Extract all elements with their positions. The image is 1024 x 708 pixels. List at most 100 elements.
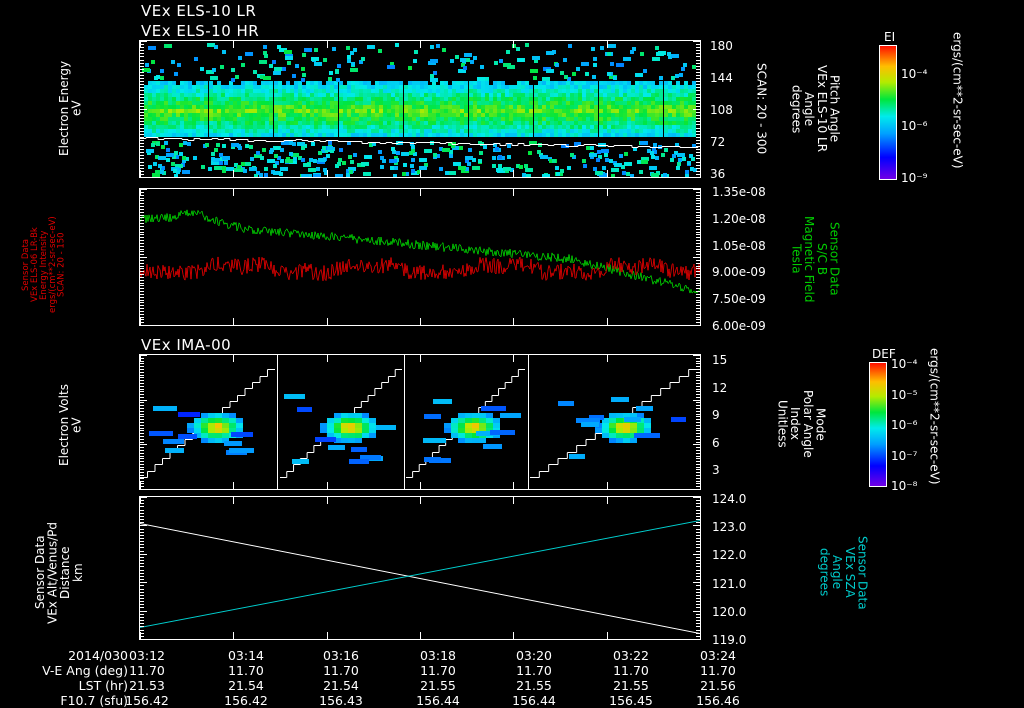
axis-tick — [327, 497, 328, 504]
axis-tick — [696, 416, 700, 417]
axis-tick — [140, 283, 144, 284]
axis-tick — [696, 146, 700, 147]
axis-tick — [693, 444, 700, 445]
axis-tick — [140, 209, 144, 210]
axis-tick — [140, 63, 144, 64]
axis-tick — [696, 503, 700, 504]
axis-tick — [140, 369, 144, 370]
axis-tick — [140, 397, 144, 398]
axis-tick — [140, 513, 144, 514]
axis-tick — [696, 319, 700, 320]
axis-tick — [696, 87, 700, 88]
def-colorbar-title: DEF — [872, 347, 896, 361]
axis-tick — [696, 137, 700, 138]
axis-tick — [140, 60, 144, 61]
axis-tick — [696, 66, 700, 67]
axis-tick — [696, 467, 700, 468]
panel3-right-axis-label: Mode Polar Angle Index Unitless — [775, 390, 828, 458]
panel3-spectrogram-canvas — [140, 355, 700, 489]
axis-tick — [696, 124, 700, 125]
axis-tick — [140, 72, 144, 73]
axis-tick — [607, 355, 608, 362]
axis-tick — [513, 355, 514, 362]
axis-tick — [696, 397, 700, 398]
footer-cell: 21.56 — [700, 678, 736, 693]
axis-tick — [696, 464, 700, 465]
axis-tick — [700, 355, 701, 362]
panel3-right-tick: 6 — [712, 435, 720, 450]
axis-tick — [696, 391, 700, 392]
axis-tick — [696, 483, 700, 484]
axis-tick — [140, 251, 144, 252]
axis-tick — [140, 402, 144, 403]
axis-tick — [696, 237, 700, 238]
def-colorbar-swatch — [869, 362, 887, 487]
axis-tick — [140, 131, 144, 132]
axis-tick — [696, 103, 700, 104]
axis-tick — [696, 394, 700, 395]
def-colorbar-tick: 10⁻⁸ — [891, 479, 918, 493]
axis-tick — [693, 257, 700, 258]
axis-tick — [696, 268, 700, 269]
panel1-title-hr: VEx ELS-10 HR — [141, 22, 260, 40]
axis-tick — [696, 171, 700, 172]
axis-tick — [696, 288, 700, 289]
axis-tick — [696, 302, 700, 303]
panel2-right-axis-label: Sensor Data S/C B Magnetic Field Tesla — [789, 215, 842, 303]
axis-tick — [140, 229, 144, 230]
axis-tick — [420, 41, 421, 48]
panel4-left-axis-label: Sensor Data VEx Alt/Venus/Pd Distance km — [33, 521, 85, 624]
def-colorbar-tick: 10⁻⁵ — [891, 387, 918, 402]
axis-tick — [696, 375, 700, 376]
axis-tick — [696, 481, 700, 482]
axis-tick — [696, 152, 700, 153]
axis-tick — [140, 220, 144, 221]
axis-tick — [140, 444, 147, 445]
axis-tick — [696, 254, 700, 255]
axis-tick — [140, 87, 144, 88]
axis-tick — [327, 41, 328, 48]
axis-tick — [140, 391, 144, 392]
footer-cell: 21.54 — [228, 678, 264, 693]
axis-tick — [140, 318, 141, 325]
axis-tick — [420, 189, 421, 196]
panel1-spectrogram-canvas — [140, 41, 700, 177]
axis-tick — [696, 44, 700, 45]
axis-tick — [696, 570, 700, 571]
footer-row-label: LST (hr) — [78, 678, 128, 693]
axis-tick — [696, 630, 700, 631]
axis-tick — [696, 200, 700, 201]
axis-tick — [696, 475, 700, 476]
panel1-right-tick: 36 — [710, 167, 726, 181]
axis-tick — [696, 217, 700, 218]
axis-tick — [420, 482, 421, 489]
axis-tick — [696, 251, 700, 252]
axis-tick — [140, 510, 144, 511]
axis-tick — [696, 53, 700, 54]
axis-tick — [693, 325, 700, 326]
axis-tick — [696, 369, 700, 370]
axis-tick — [327, 318, 328, 325]
axis-tick — [140, 614, 144, 615]
axis-tick — [140, 263, 144, 264]
axis-tick — [696, 408, 700, 409]
axis-tick — [140, 215, 144, 216]
axis-tick — [607, 482, 608, 489]
footer-cell: 11.70 — [228, 663, 264, 678]
panel1-right-tick: 108 — [710, 103, 733, 117]
axis-tick — [140, 170, 141, 177]
axis-tick — [696, 414, 700, 415]
axis-tick — [696, 128, 700, 129]
footer-cell: 11.70 — [129, 663, 165, 678]
panel1-left-axis-label: Electron Energy eV — [57, 60, 84, 156]
axis-tick — [140, 285, 144, 286]
axis-tick — [140, 232, 144, 233]
axis-tick — [696, 519, 700, 520]
axis-tick — [140, 601, 144, 602]
panel1-scan-label: SCAN: 20 - 300 — [754, 63, 769, 155]
axis-tick — [140, 573, 144, 574]
axis-tick — [140, 137, 144, 138]
axis-tick — [696, 206, 700, 207]
axis-tick — [140, 626, 144, 627]
axis-tick — [696, 363, 700, 364]
